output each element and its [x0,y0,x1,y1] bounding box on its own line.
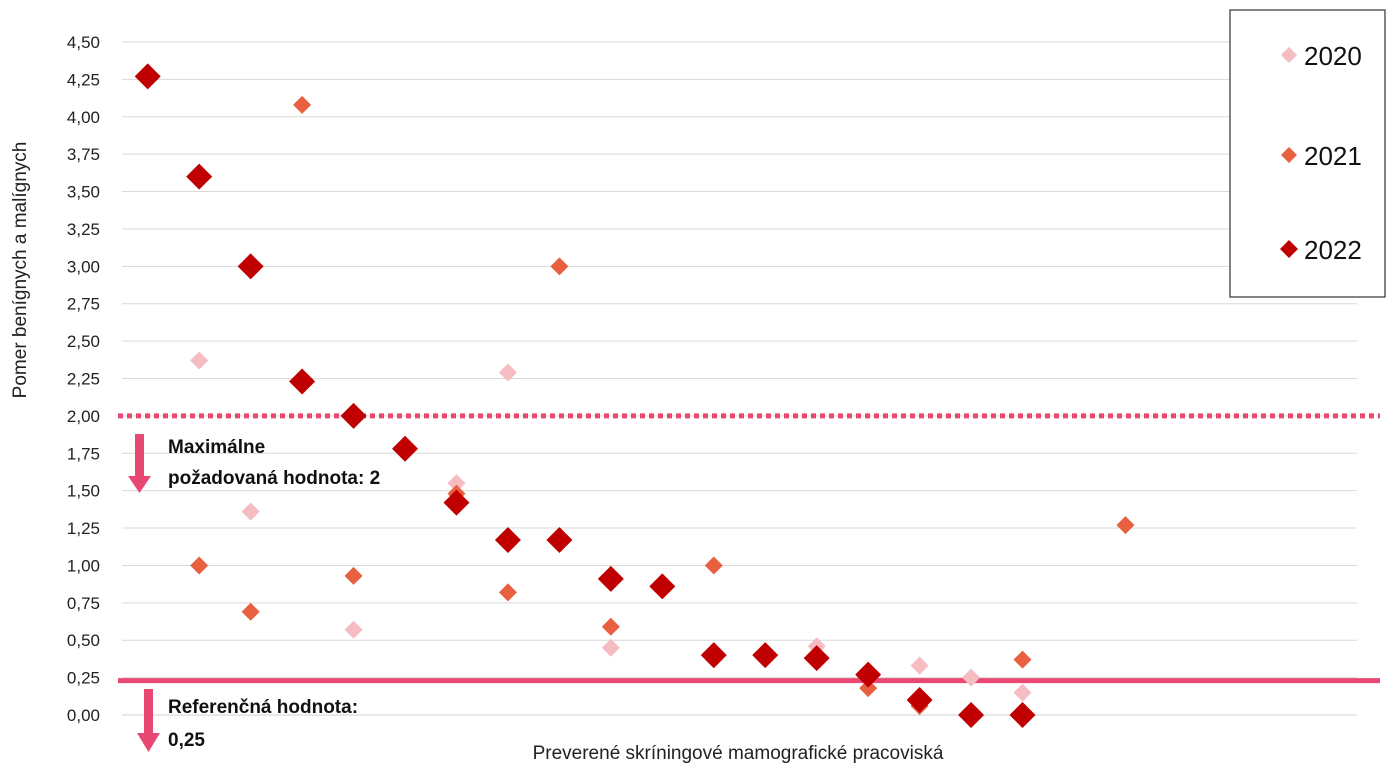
data-point-2020 [498,363,517,382]
y-tick-label: 4,50 [67,33,100,52]
legend-label-2020: 2020 [1304,41,1362,71]
data-point-2022 [237,253,264,280]
y-tick-label: 3,75 [67,145,100,164]
reference-arrow-head [137,733,160,752]
reference-value-label-line2: 0,25 [168,730,205,751]
data-point-2022 [289,368,316,395]
reference-value-annotation: Referenčná hodnota: 0,25 [137,689,358,752]
data-point-2022 [494,527,521,554]
data-point-2022 [649,573,676,600]
data-points [134,63,1135,728]
y-tick-label: 0,25 [67,669,100,688]
data-point-2021 [293,95,312,114]
data-point-2022 [443,489,470,516]
data-point-2020 [910,656,929,675]
y-tick-label: 3,00 [67,257,100,276]
legend-marker-2020 [1281,47,1297,63]
x-axis-title: Preverené skríningové mamografické praco… [533,743,944,764]
data-point-2022 [546,527,573,554]
data-point-2022 [803,645,830,672]
data-point-2021 [190,556,209,575]
data-point-2022 [1009,702,1036,728]
y-tick-label: 0,50 [67,631,100,650]
data-point-2022 [340,402,367,429]
gridlines [122,41,1357,679]
y-tick-label: 3,25 [67,220,100,239]
data-point-2021 [859,679,878,698]
y-tick-label: 1,00 [67,556,100,575]
data-point-2021 [704,556,723,575]
max-value-annotation: Maximálne požadovaná hodnota: 2 [128,434,380,493]
data-point-2021 [550,257,569,276]
y-axis-title: Pomer benígnych a malígnych [10,142,31,399]
data-point-2022 [597,565,624,592]
max-arrow-head [128,476,151,493]
data-point-2020 [601,638,620,657]
y-axis-tick-labels: 0,00 0,25 0,50 0,75 1,00 1,25 1,50 1,75 2,00 2,25… [67,33,100,725]
data-point-2020 [1013,683,1032,702]
data-point-2022 [958,702,985,728]
data-point-2022 [700,642,727,669]
y-tick-label: 4,00 [67,108,100,127]
y-tick-label: 4,25 [67,70,100,89]
legend-marker-2021 [1281,147,1297,163]
y-tick-label: 1,50 [67,482,100,501]
legend-box [1229,9,1386,298]
legend: 2020 2021 2022 [1229,9,1386,298]
y-tick-label: 3,50 [67,183,100,202]
y-tick-label: 2,75 [67,295,100,314]
data-point-2021 [241,602,260,621]
reference-value-label-line1: Referenčná hodnota: [168,697,358,718]
data-point-2022 [186,163,213,190]
legend-label-2021: 2021 [1304,141,1362,171]
data-point-2020 [447,474,466,493]
data-point-2020 [190,351,209,370]
data-point-2021 [498,583,517,602]
y-tick-label: 2,50 [67,332,100,351]
data-point-2020 [344,620,363,639]
max-arrow-shaft [135,434,144,478]
max-value-label-line1: Maximálne [168,437,265,458]
data-point-2021 [601,617,620,636]
y-tick-label: 1,75 [67,444,100,463]
y-tick-label: 2,00 [67,407,100,426]
data-point-2022 [855,661,882,688]
reference-lines [118,413,1380,684]
data-point-2022 [906,687,933,714]
y-tick-label: 1,25 [67,519,100,538]
data-point-2021 [1116,516,1135,535]
data-point-2022 [392,435,419,462]
y-tick-label: 2,25 [67,370,100,389]
data-point-2021 [344,566,363,585]
data-point-2020 [241,502,260,521]
y-tick-label: 0,75 [67,594,100,613]
reference-arrow-shaft [144,689,153,735]
max-value-label-line2: požadovaná hodnota: 2 [168,468,380,489]
data-point-2022 [752,642,779,669]
y-tick-label: 0,00 [67,706,100,725]
data-point-2022 [134,63,161,90]
data-point-2021 [1013,650,1032,669]
legend-marker-2022 [1280,240,1298,258]
legend-label-2022: 2022 [1304,235,1362,265]
data-point-2020 [962,668,981,687]
